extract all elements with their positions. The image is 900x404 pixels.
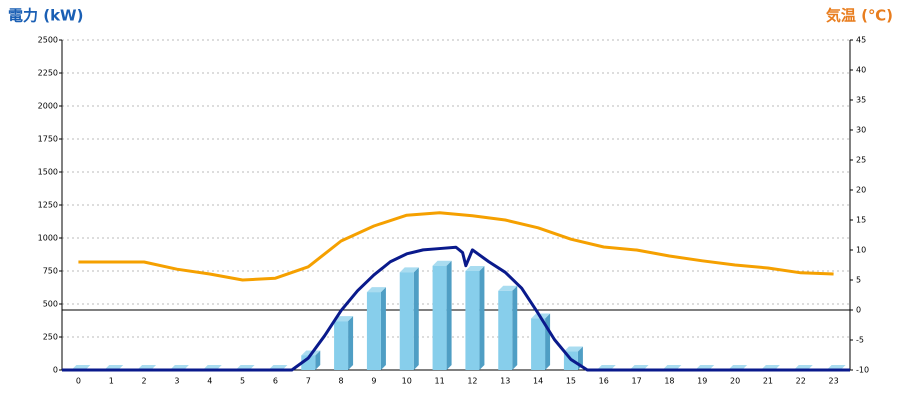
y-tick-label: 2000 [38,102,58,111]
y2-tick-label: 5 [856,276,861,285]
y-tick-label: 1000 [38,234,58,243]
y-tick-label: 500 [43,300,58,309]
x-tick-label: 22 [796,377,806,386]
x-tick-label: 7 [306,377,311,386]
y2-tick-label: -5 [856,336,864,345]
x-tick-label: 19 [697,377,707,386]
x-tick-label: 21 [763,377,773,386]
bar [465,266,485,370]
y2-tick-label: -10 [856,366,869,375]
x-tick-label: 16 [599,377,609,386]
y2-tick-label: 20 [856,186,866,195]
bar [531,313,551,370]
bar-face [413,267,419,370]
x-tick-label: 11 [434,377,444,386]
x-tick-label: 4 [207,377,212,386]
y2-tick-label: 15 [856,216,866,225]
bar-face [465,266,485,271]
y2-tick-label: 40 [856,66,866,75]
y-tick-label: 750 [43,267,58,276]
y2-tick-label: 10 [856,246,866,255]
y2-tick-label: 30 [856,126,866,135]
y-tick-label: 250 [43,333,58,342]
x-tick-label: 2 [142,377,147,386]
x-tick-label: 1 [109,377,114,386]
bar-face [465,271,480,370]
y-axis-title: 電力 (kW) [8,7,83,25]
bar-face [334,316,354,322]
bar [334,316,354,370]
bar-face [366,287,386,293]
line [78,211,834,282]
x-tick-label: 0 [76,377,81,386]
bar-face [479,266,485,370]
x-tick-label: 17 [631,377,641,386]
x-tick-label: 20 [730,377,740,386]
y-tick-label: 1750 [38,135,58,144]
y-tick-label: 2250 [38,69,58,78]
y2-axis-title: 気温 (℃) [826,7,893,25]
bar-face [498,285,518,291]
x-tick-label: 3 [174,377,179,386]
bar-face [498,290,513,370]
y2-tick-label: 45 [856,36,866,45]
x-tick-label: 14 [533,377,543,386]
bar [498,285,518,370]
x-tick-label: 23 [828,377,838,386]
x-tick-label: 5 [240,377,245,386]
y2-tick-label: 35 [856,96,866,105]
bar-face [315,350,321,370]
bar-face [399,267,419,273]
bar-face [366,292,381,370]
x-tick-label: 12 [467,377,477,386]
line [62,245,850,372]
x-tick-label: 9 [371,377,376,386]
bar-face [432,260,452,266]
y-tick-label: 1500 [38,168,58,177]
y-tick-label: 1250 [38,201,58,210]
bar [399,267,419,370]
y-tick-label: 0 [53,366,58,375]
x-tick-label: 6 [273,377,278,386]
bar-face [348,316,354,370]
bar-face [380,287,386,370]
bar-face [399,272,414,370]
bar-face [334,321,349,370]
x-tick-label: 8 [339,377,344,386]
bar-face [512,285,518,370]
bar [366,287,386,370]
bar-face [531,318,546,370]
x-tick-label: 10 [402,377,412,386]
y-tick-label: 2500 [38,36,58,45]
y2-tick-label: 0 [856,306,861,315]
x-tick-label: 13 [500,377,510,386]
y2-tick-label: 25 [856,156,866,165]
x-tick-label: 15 [566,377,576,386]
bar-face [446,260,452,370]
bar-face [432,265,447,370]
x-tick-label: 18 [664,377,674,386]
bar [432,260,452,370]
bar-face [545,313,551,370]
bar-face [563,346,583,352]
